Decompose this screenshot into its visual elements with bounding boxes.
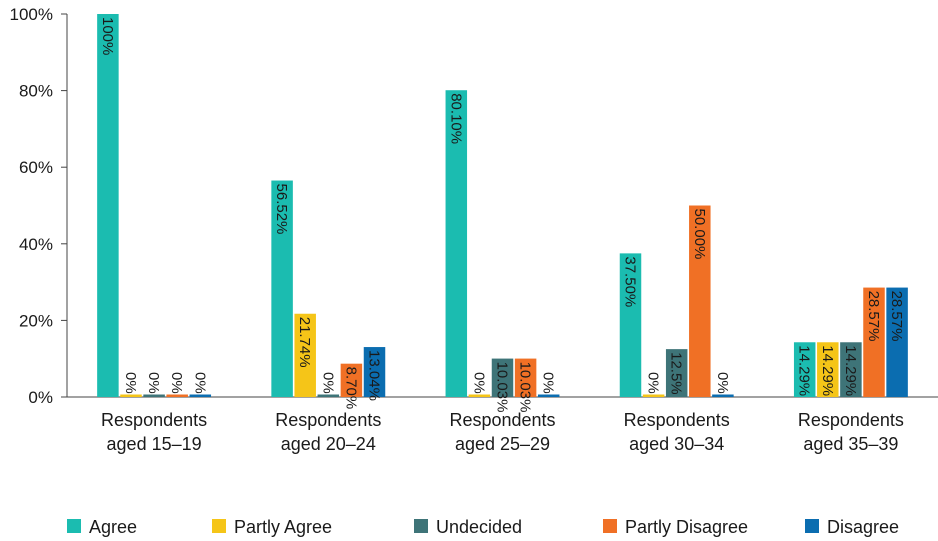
data-label: 14.29%: [842, 345, 859, 396]
data-label: 14.29%: [796, 345, 813, 396]
data-label: 80.10%: [447, 93, 464, 144]
legend-label: Disagree: [827, 517, 899, 537]
bar-partly-disagree: [340, 363, 363, 397]
bar-disagree: [886, 287, 908, 397]
bar-partly-agree: [642, 394, 665, 397]
legend-label: Partly Agree: [234, 517, 332, 537]
legend-swatch: [414, 519, 428, 533]
legend: Agree Partly Agree Undecided Partly Disagre…: [67, 517, 899, 537]
category-label: aged 15–19: [107, 434, 202, 454]
bar-undecided: [665, 349, 688, 397]
legend-swatch: [805, 519, 819, 533]
legend-swatch: [67, 519, 81, 533]
category-label: aged 35–39: [803, 434, 898, 454]
bars: [97, 14, 908, 397]
data-label: 0%: [714, 372, 731, 394]
bar-undecided: [317, 394, 340, 397]
data-label: 21.74%: [296, 317, 313, 368]
y-tick-label: 80%: [19, 82, 53, 101]
data-label: 37.50%: [622, 256, 639, 307]
axes: 0% 20% 40% 60% 80% 100%: [10, 5, 938, 407]
data-label: 10.03%: [494, 362, 511, 413]
bar-partly-disagree: [863, 287, 885, 397]
data-label: 0%: [470, 372, 487, 394]
data-label: 0%: [168, 372, 185, 394]
bar-agree: [97, 14, 119, 397]
category-label: Respondents: [624, 410, 730, 430]
category-label: aged 30–34: [629, 434, 724, 454]
y-tick-label: 100%: [10, 5, 53, 24]
bar-agree: [793, 342, 816, 397]
category-labels: Respondents aged 15–19 Respondents aged 20–…: [101, 410, 904, 454]
data-label: 28.57%: [888, 291, 905, 342]
bar-disagree: [537, 394, 560, 397]
legend-label: Undecided: [436, 517, 522, 537]
bar-disagree: [363, 347, 386, 397]
legend-swatch: [212, 519, 226, 533]
data-label: 8.70%: [342, 367, 359, 410]
category-label: Respondents: [101, 410, 207, 430]
bar-agree: [445, 90, 468, 397]
bar-undecided: [143, 394, 165, 397]
y-tick-label: 0%: [28, 388, 53, 407]
data-label: 0%: [645, 372, 662, 394]
category-label: aged 20–24: [281, 434, 376, 454]
bar-partly-agree: [468, 394, 491, 397]
category-label: Respondents: [275, 410, 381, 430]
data-label: 0%: [191, 372, 208, 394]
bar-partly-agree: [817, 342, 839, 397]
data-label: 0%: [122, 372, 139, 394]
legend-label: Agree: [89, 517, 137, 537]
data-label: 13.04%: [366, 350, 383, 401]
bar-disagree: [712, 394, 734, 397]
legend-swatch: [603, 519, 617, 533]
category-label: aged 25–29: [455, 434, 550, 454]
bar-partly-disagree: [689, 205, 711, 397]
bar-partly-agree: [294, 313, 316, 397]
data-labels: 100% 0% 0% 0% 0% 56.52% 21.74% 0% 8.70% 13.04% 80.…: [99, 17, 905, 412]
bar-agree: [619, 253, 642, 397]
data-label: 12.5%: [668, 352, 685, 395]
category-label: Respondents: [449, 410, 555, 430]
y-tick-label: 40%: [19, 235, 53, 254]
bar-agree: [271, 180, 293, 397]
data-label: 56.52%: [273, 184, 290, 235]
bar-partly-agree: [120, 394, 142, 397]
category-label: Respondents: [798, 410, 904, 430]
data-label: 50.00%: [691, 209, 708, 260]
data-label: 0%: [145, 372, 162, 394]
data-label: 0%: [540, 372, 557, 394]
y-tick-label: 60%: [19, 158, 53, 177]
y-tick-label: 20%: [19, 311, 53, 330]
data-label: 100%: [99, 17, 116, 55]
data-label: 10.03%: [517, 362, 534, 413]
bar-undecided: [840, 342, 862, 397]
data-label: 14.29%: [819, 345, 836, 396]
bar-disagree: [189, 394, 212, 397]
bar-undecided: [491, 358, 514, 397]
bar-partly-disagree: [166, 394, 188, 397]
bar-partly-disagree: [514, 358, 537, 397]
data-label: 0%: [319, 372, 336, 394]
legend-label: Partly Disagree: [625, 517, 748, 537]
data-label: 28.57%: [865, 291, 882, 342]
